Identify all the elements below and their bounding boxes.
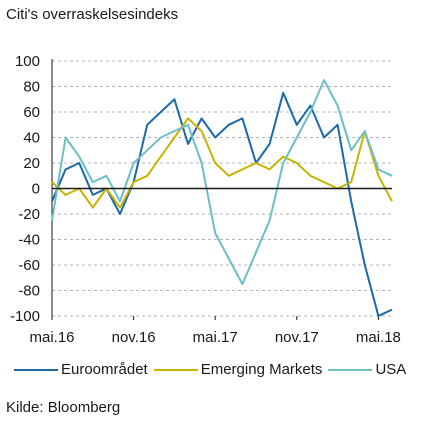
x-tick-label: nov.16 [112, 329, 156, 346]
y-tick-label: 60 [23, 104, 40, 121]
source-note: Kilde: Bloomberg [6, 399, 121, 416]
y-tick-label: -100 [10, 308, 40, 325]
x-tick-label: nov.17 [275, 329, 319, 346]
legend-item: USA [328, 361, 406, 378]
series-line-emerging-markets [51, 117, 393, 209]
series-line-euroomr-det [51, 91, 393, 317]
legend-item: Emerging Markets [153, 361, 323, 378]
legend-label: Emerging Markets [200, 361, 323, 378]
legend-swatch [14, 368, 58, 371]
legend-swatch [328, 368, 373, 371]
chart-legend: Euroområdet Emerging Markets USA [14, 361, 412, 378]
y-tick-label: -20 [18, 206, 40, 223]
chart-title: Citi's overraskelsesindeks [6, 6, 179, 23]
x-tick-label: mai.17 [193, 329, 238, 346]
y-tick-label: -60 [18, 257, 40, 274]
series-line-usa [51, 79, 393, 286]
y-tick-label: 40 [23, 130, 40, 147]
y-tick-label: -80 [18, 283, 40, 300]
y-tick-label: 100 [15, 53, 40, 70]
legend-label: Euroområdet [61, 361, 148, 378]
y-tick-label: 20 [23, 155, 40, 172]
y-tick-label: -40 [18, 232, 40, 249]
y-tick-label: 80 [23, 79, 40, 96]
x-tick-label: mai.18 [356, 329, 401, 346]
chart-plot: 100 80 60 40 20 0 -20 -40 -60 -80 -100 mai.16 nov.16… [10, 53, 401, 346]
x-tick-label: mai.16 [29, 329, 74, 346]
legend-swatch [153, 368, 198, 371]
legend-label: USA [375, 361, 407, 378]
y-tick-label: 0 [32, 181, 40, 198]
legend-item: Euroområdet [14, 361, 148, 378]
